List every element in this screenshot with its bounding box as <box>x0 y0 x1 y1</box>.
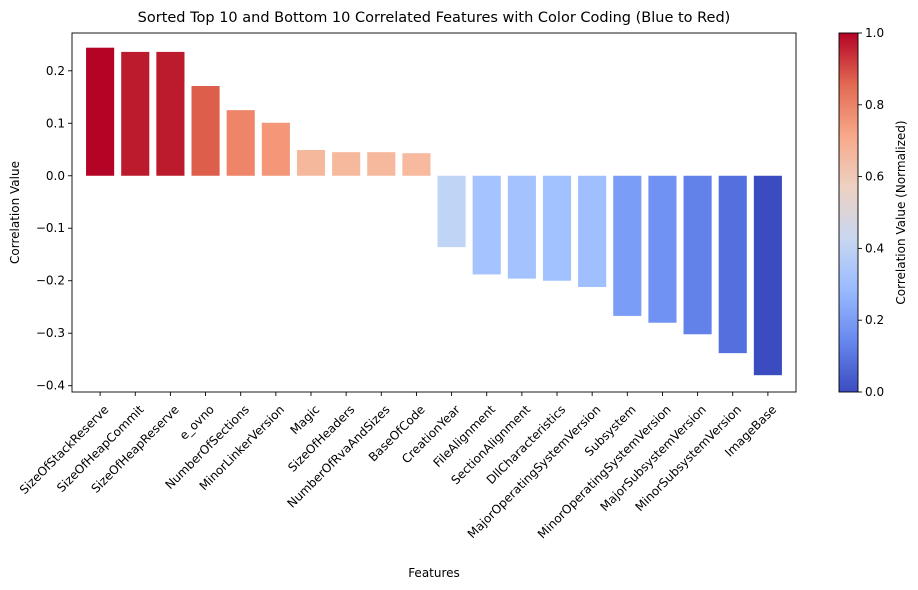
y-tick-label: 0.0 <box>46 169 65 183</box>
bar <box>261 122 290 176</box>
x-tick-label: FileAlignment <box>430 402 498 470</box>
chart-title: Sorted Top 10 and Bottom 10 Correlated F… <box>138 10 731 26</box>
colorbar-tick-label: 0.2 <box>865 313 884 327</box>
x-axis-label: Features <box>408 566 460 580</box>
bar <box>296 150 326 176</box>
colorbar: 0.0 0.2 0.4 0.6 0.8 1.0 Correlation Value (Nor… <box>838 26 908 399</box>
y-tick-label: −0.3 <box>36 326 65 340</box>
colorbar-gradient <box>838 32 859 393</box>
bar <box>507 175 536 279</box>
bar <box>613 175 642 316</box>
y-tick-label: 0.2 <box>46 64 65 78</box>
bar <box>332 152 361 176</box>
bar <box>367 152 396 176</box>
colorbar-tick-label: 0.0 <box>865 385 884 399</box>
bar <box>753 175 782 376</box>
colorbar-label: Correlation Value (Normalized) <box>894 120 908 304</box>
colorbar-tick-label: 0.8 <box>865 98 884 112</box>
colorbar-tick-label: 0.4 <box>865 241 884 255</box>
bar <box>542 175 572 281</box>
bar <box>402 153 431 176</box>
bar <box>191 86 220 176</box>
bar <box>121 51 150 176</box>
plot-area: SizeOfStackReserveSizeOfHeapCommitSizeOf… <box>8 32 797 580</box>
bar <box>578 175 607 288</box>
y-axis-label: Correlation Value <box>8 161 22 264</box>
bar <box>226 110 255 176</box>
colorbar-tick-label: 0.6 <box>865 170 884 184</box>
y-tick-label: 0.1 <box>46 116 65 130</box>
y-tick-label: −0.2 <box>36 274 65 288</box>
bar <box>472 175 501 275</box>
y-tick-label: −0.1 <box>36 221 65 235</box>
plot-frame <box>71 32 797 393</box>
colorbar-tick-label: 1.0 <box>865 26 884 40</box>
y-tick-label: −0.4 <box>36 379 65 393</box>
bar <box>156 51 185 176</box>
bar <box>648 175 677 323</box>
bar <box>718 175 747 354</box>
bar <box>437 175 466 248</box>
bar <box>683 175 712 335</box>
bar <box>86 47 115 176</box>
